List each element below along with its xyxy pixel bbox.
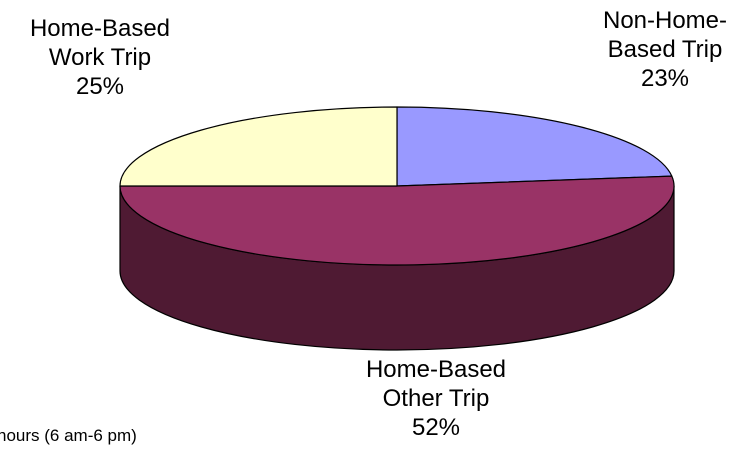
- label-home-based-work-trip: Home-Based Work Trip 25%: [0, 14, 200, 101]
- label-other-pct: 52%: [411, 414, 461, 441]
- pie-slice-non-home-based-trip: [396, 106, 673, 187]
- label-other-line1: Home-Based: [365, 356, 507, 383]
- label-work-pct: 25%: [75, 73, 125, 100]
- label-nhb-line2: Based Trip: [607, 36, 723, 63]
- pie-top: [119, 106, 675, 266]
- pie-slice-home-based-work-trip: [119, 106, 398, 187]
- label-nhb-pct: 23%: [640, 65, 690, 92]
- footnote: hours (6 am-6 pm): [0, 426, 137, 445]
- label-non-home-based-trip: Non-Home- Based Trip 23%: [590, 6, 740, 93]
- label-work-line1: Home-Based: [29, 15, 171, 42]
- label-nhb-line1: Non-Home-: [602, 7, 728, 34]
- pie-slice-home-based-other-trip: [119, 175, 675, 266]
- label-other-line2: Other Trip: [382, 385, 490, 412]
- label-home-based-other-trip: Home-Based Other Trip 52%: [336, 355, 536, 442]
- label-work-line2: Work Trip: [48, 44, 152, 71]
